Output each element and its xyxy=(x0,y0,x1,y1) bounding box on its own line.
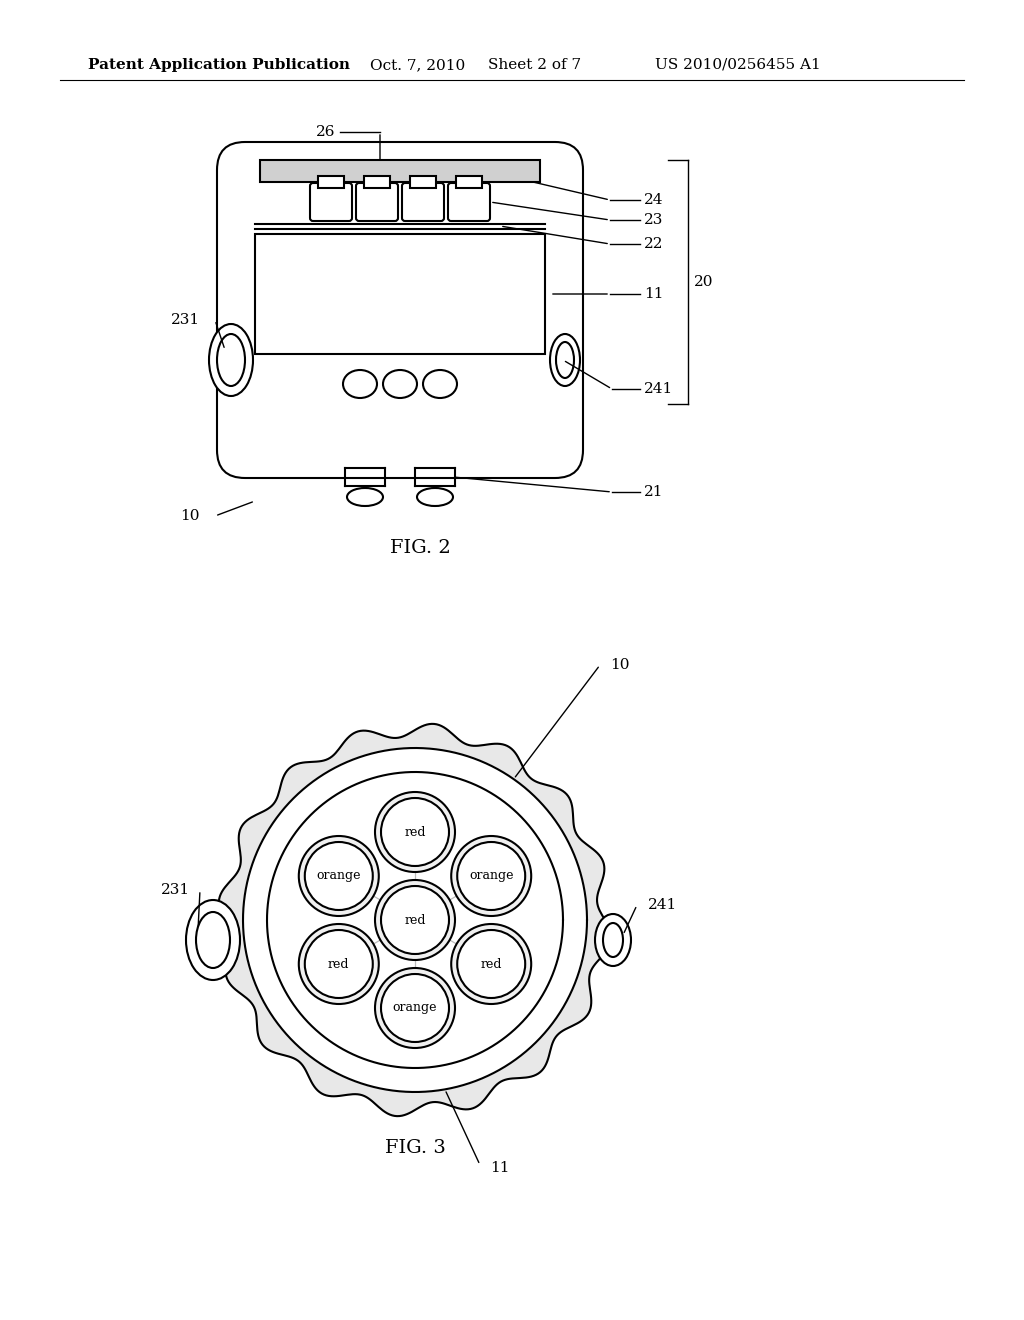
Circle shape xyxy=(305,931,373,998)
Ellipse shape xyxy=(595,913,631,966)
Circle shape xyxy=(457,842,525,909)
Text: Patent Application Publication: Patent Application Publication xyxy=(88,58,350,73)
Ellipse shape xyxy=(217,334,245,385)
Text: 11: 11 xyxy=(490,1162,510,1175)
Ellipse shape xyxy=(556,342,574,378)
Ellipse shape xyxy=(423,370,457,399)
Ellipse shape xyxy=(196,912,230,968)
Text: 24: 24 xyxy=(644,193,664,207)
Circle shape xyxy=(452,924,531,1005)
Ellipse shape xyxy=(417,488,453,506)
Ellipse shape xyxy=(603,923,623,957)
Bar xyxy=(318,176,344,187)
Text: 21: 21 xyxy=(644,484,664,499)
Bar xyxy=(456,176,482,187)
Text: 26: 26 xyxy=(315,125,335,139)
Text: 23: 23 xyxy=(644,213,664,227)
Text: US 2010/0256455 A1: US 2010/0256455 A1 xyxy=(655,58,821,73)
Polygon shape xyxy=(243,748,587,1092)
Circle shape xyxy=(457,931,525,998)
Text: orange: orange xyxy=(393,1002,437,1015)
Text: 241: 241 xyxy=(644,381,673,396)
Circle shape xyxy=(375,792,455,873)
Text: 231: 231 xyxy=(171,313,200,327)
FancyBboxPatch shape xyxy=(217,143,583,478)
Ellipse shape xyxy=(550,334,580,385)
FancyBboxPatch shape xyxy=(310,183,352,220)
Circle shape xyxy=(305,842,373,909)
FancyBboxPatch shape xyxy=(402,183,444,220)
FancyBboxPatch shape xyxy=(449,183,490,220)
Text: orange: orange xyxy=(316,870,361,883)
Ellipse shape xyxy=(186,900,240,979)
Bar xyxy=(364,176,390,187)
Ellipse shape xyxy=(343,370,377,399)
Text: 10: 10 xyxy=(180,510,200,523)
Text: 241: 241 xyxy=(648,898,677,912)
Text: 231: 231 xyxy=(161,883,190,898)
Text: 11: 11 xyxy=(644,286,664,301)
Bar xyxy=(255,234,545,354)
Text: 22: 22 xyxy=(644,238,664,251)
Circle shape xyxy=(299,836,379,916)
Ellipse shape xyxy=(209,323,253,396)
Text: 20: 20 xyxy=(694,275,714,289)
Ellipse shape xyxy=(347,488,383,506)
Polygon shape xyxy=(267,772,563,1068)
Text: orange: orange xyxy=(469,870,513,883)
Circle shape xyxy=(381,974,449,1041)
Text: Oct. 7, 2010: Oct. 7, 2010 xyxy=(370,58,465,73)
Text: Sheet 2 of 7: Sheet 2 of 7 xyxy=(488,58,582,73)
Text: 10: 10 xyxy=(610,657,630,672)
Circle shape xyxy=(452,836,531,916)
Text: red: red xyxy=(404,825,426,838)
Circle shape xyxy=(381,886,449,954)
Bar xyxy=(260,160,540,182)
Text: FIG. 3: FIG. 3 xyxy=(385,1139,445,1158)
Ellipse shape xyxy=(383,370,417,399)
Text: red: red xyxy=(328,957,349,970)
Circle shape xyxy=(299,924,379,1005)
Circle shape xyxy=(375,880,455,960)
Text: red: red xyxy=(480,957,502,970)
FancyBboxPatch shape xyxy=(356,183,398,220)
Text: FIG. 2: FIG. 2 xyxy=(389,539,451,557)
Circle shape xyxy=(381,799,449,866)
Text: red: red xyxy=(404,913,426,927)
Circle shape xyxy=(375,968,455,1048)
Polygon shape xyxy=(219,723,611,1117)
Bar xyxy=(410,176,436,187)
